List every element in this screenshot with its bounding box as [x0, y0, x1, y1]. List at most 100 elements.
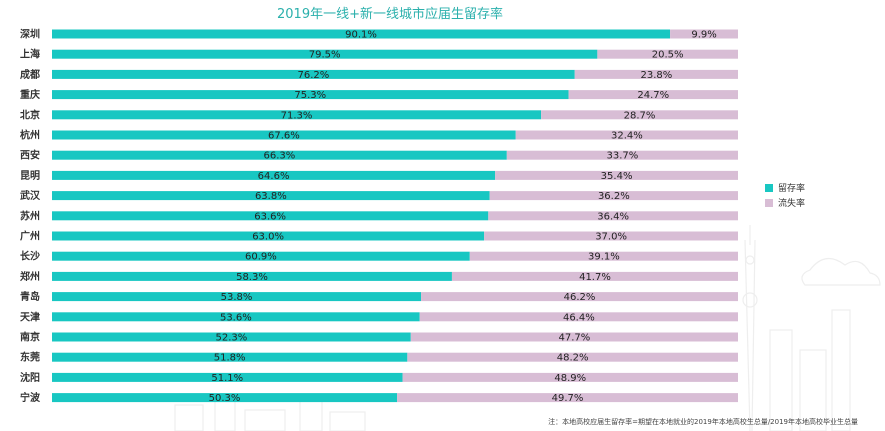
bar-outflow [407, 352, 738, 362]
bar-row: 长沙 60.9% 39.1% [20, 250, 738, 263]
retention-value-label: 75.3% [294, 90, 326, 101]
bars-area: 深圳 90.1% 9.9% 上海 79.5% 20.5% 成都 76.2% 23.8% 重庆 75.… [20, 28, 738, 404]
bar-outflow [488, 211, 738, 221]
retention-value-label: 52.3% [215, 333, 247, 344]
retention-value-label: 79.5% [309, 50, 341, 61]
bar-outflow [568, 90, 738, 100]
bar-outflow [397, 393, 738, 403]
bar-outflow [421, 292, 738, 302]
bar-retention [52, 352, 408, 362]
bar-retention [52, 271, 452, 281]
retention-value-label: 63.6% [254, 211, 286, 222]
retention-value-label: 71.3% [281, 110, 313, 121]
bar-outflow [484, 231, 738, 241]
bar-retention [52, 150, 507, 160]
bar-retention [52, 251, 470, 261]
city-label: 成都 [20, 68, 40, 81]
bar-row: 昆明 64.6% 35.4% [20, 170, 738, 182]
retention-value-label: 63.8% [255, 191, 287, 202]
bar-row: 天津 53.6% 46.4% [20, 310, 738, 323]
city-label: 宁波 [20, 391, 41, 404]
city-label: 沈阳 [20, 371, 40, 384]
city-label: 北京 [20, 108, 40, 121]
bar-outflow [451, 271, 738, 281]
retention-value-label: 90.1% [345, 30, 377, 41]
retention-value-label: 50.3% [209, 393, 241, 404]
legend-label: 流失率 [778, 197, 805, 209]
bar-outflow [506, 150, 738, 160]
outflow-value-label: 28.7% [624, 110, 656, 121]
city-label: 青岛 [20, 290, 40, 303]
outflow-value-label: 33.7% [607, 151, 639, 162]
outflow-value-label: 46.4% [563, 312, 595, 323]
bar-row: 北京 71.3% 28.7% [20, 108, 738, 121]
bar-outflow [670, 29, 738, 39]
bar-retention [52, 312, 420, 322]
bar-outflow [419, 312, 738, 322]
bar-row: 宁波 50.3% 49.7% [20, 391, 738, 404]
bar-retention [52, 372, 403, 382]
retention-value-label: 67.6% [268, 131, 300, 142]
outflow-value-label: 37.0% [595, 232, 627, 243]
retention-value-label: 58.3% [236, 272, 268, 283]
retention-value-label: 60.9% [245, 252, 277, 263]
bar-outflow [515, 130, 738, 140]
bar-retention [52, 231, 485, 241]
bar-row: 南京 52.3% 47.7% [20, 331, 738, 344]
bar-row: 东莞 51.8% 48.2% [20, 351, 738, 364]
bar-retention [52, 69, 575, 79]
city-label: 郑州 [20, 270, 40, 283]
retention-value-label: 66.3% [264, 151, 296, 162]
outflow-value-label: 23.8% [640, 70, 672, 81]
bar-row: 深圳 90.1% 9.9% [20, 28, 738, 41]
outflow-value-label: 46.2% [564, 292, 596, 303]
bar-outflow [402, 372, 738, 382]
outflow-value-label: 48.9% [554, 373, 586, 384]
bar-retention [52, 191, 490, 201]
bar-retention [52, 211, 489, 221]
chart-footnote: 注：本地高校应届生留存率=期望在本地就业的2019年本地高校生总量/2019年本… [548, 417, 858, 426]
outflow-value-label: 39.1% [588, 252, 620, 263]
bar-outflow [410, 332, 738, 342]
bar-row: 上海 79.5% 20.5% [20, 48, 738, 61]
outflow-value-label: 49.7% [552, 393, 584, 404]
retention-value-label: 63.0% [252, 232, 284, 243]
bar-retention [52, 49, 598, 59]
bar-row: 重庆 75.3% 24.7% [20, 88, 738, 101]
outflow-value-label: 41.7% [579, 272, 611, 283]
bar-outflow [541, 110, 738, 120]
city-label: 深圳 [20, 28, 40, 41]
bar-row: 广州 63.0% 37.0% [20, 230, 738, 243]
bar-retention [52, 393, 398, 403]
chart-title: 2019年一线+新一线城市应届生留存率 [277, 6, 503, 22]
city-label: 苏州 [20, 209, 40, 222]
retention-value-label: 76.2% [297, 70, 329, 81]
bar-retention [52, 29, 671, 39]
legend-swatch [765, 199, 773, 207]
outflow-value-label: 35.4% [601, 171, 633, 182]
retention-value-label: 51.1% [211, 373, 243, 384]
retention-value-label: 51.8% [214, 353, 246, 364]
bar-row: 西安 66.3% 33.7% [20, 149, 738, 162]
city-label: 西安 [20, 149, 40, 162]
city-label: 上海 [20, 48, 40, 61]
city-label: 天津 [20, 310, 40, 323]
legend-label: 留存率 [778, 182, 805, 194]
bar-row: 郑州 58.3% 41.7% [20, 270, 738, 283]
outflow-value-label: 9.9% [691, 30, 716, 41]
bar-row: 苏州 63.6% 36.4% [20, 209, 738, 222]
city-label: 杭州 [20, 129, 40, 142]
bar-outflow [469, 251, 738, 261]
bar-row: 杭州 67.6% 32.4% [20, 129, 738, 142]
outflow-value-label: 36.2% [598, 191, 630, 202]
outflow-value-label: 47.7% [558, 333, 590, 344]
city-label: 东莞 [20, 351, 40, 364]
city-label: 南京 [20, 331, 40, 344]
bar-row: 成都 76.2% 23.8% [20, 68, 738, 81]
outflow-value-label: 32.4% [611, 131, 643, 142]
bar-outflow [597, 49, 738, 59]
city-label: 重庆 [20, 88, 40, 101]
outflow-value-label: 24.7% [637, 90, 669, 101]
legend-swatch [765, 184, 773, 192]
